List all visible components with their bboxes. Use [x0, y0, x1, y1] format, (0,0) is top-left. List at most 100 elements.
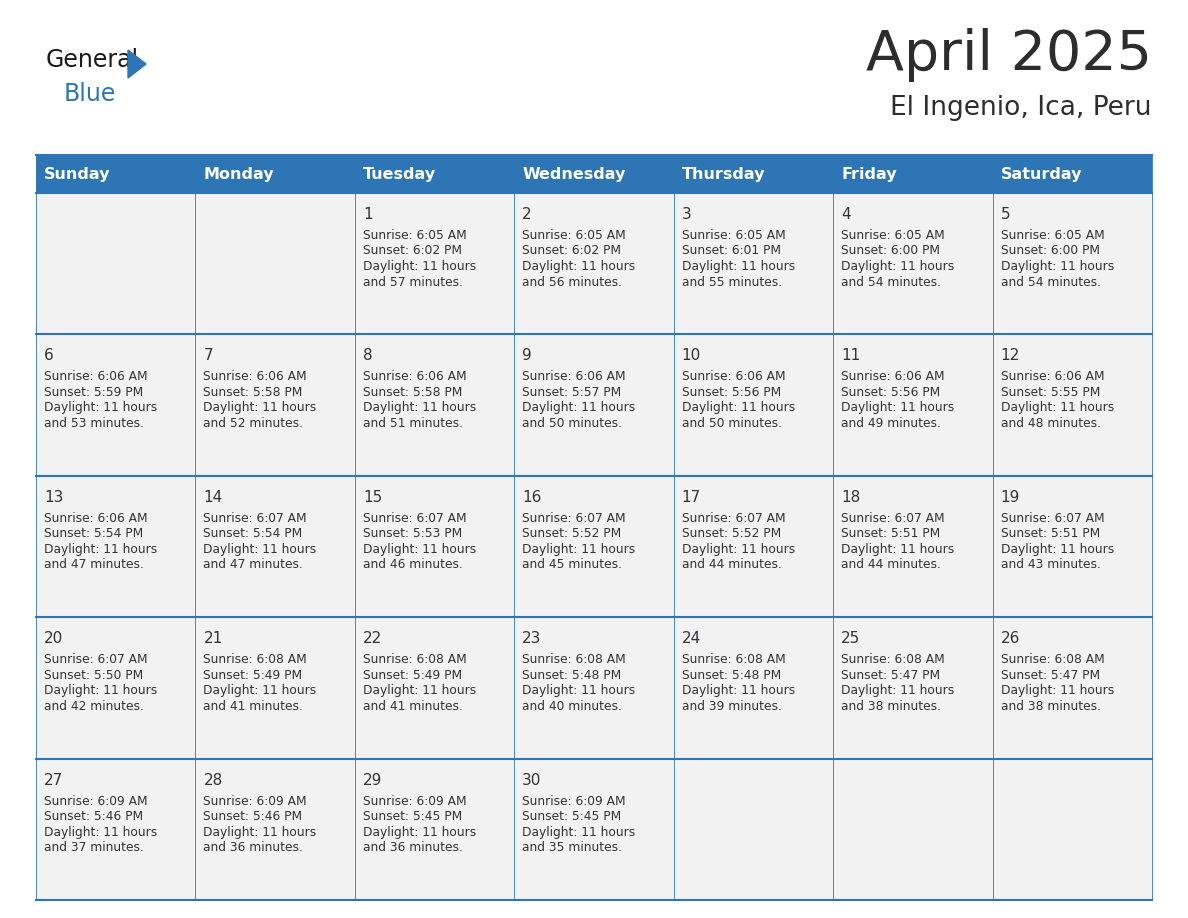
Text: 21: 21	[203, 632, 222, 646]
Text: and 51 minutes.: and 51 minutes.	[362, 417, 463, 430]
Text: Sunset: 5:48 PM: Sunset: 5:48 PM	[523, 668, 621, 682]
Text: 6: 6	[44, 349, 53, 364]
Text: Sunset: 5:53 PM: Sunset: 5:53 PM	[362, 527, 462, 541]
Text: Daylight: 11 hours: Daylight: 11 hours	[682, 684, 795, 697]
Text: and 53 minutes.: and 53 minutes.	[44, 417, 144, 430]
Text: Blue: Blue	[64, 82, 116, 106]
Text: Sunset: 5:58 PM: Sunset: 5:58 PM	[362, 386, 462, 399]
Text: 29: 29	[362, 773, 383, 788]
Text: Daylight: 11 hours: Daylight: 11 hours	[1000, 260, 1114, 273]
Text: Daylight: 11 hours: Daylight: 11 hours	[362, 684, 476, 697]
Text: Sunrise: 6:07 AM: Sunrise: 6:07 AM	[1000, 512, 1104, 525]
Text: and 49 minutes.: and 49 minutes.	[841, 417, 941, 430]
Text: and 44 minutes.: and 44 minutes.	[682, 558, 782, 571]
Text: Sunset: 5:48 PM: Sunset: 5:48 PM	[682, 668, 781, 682]
Text: Daylight: 11 hours: Daylight: 11 hours	[44, 684, 157, 697]
Text: El Ingenio, Ica, Peru: El Ingenio, Ica, Peru	[891, 95, 1152, 121]
Text: Daylight: 11 hours: Daylight: 11 hours	[841, 543, 954, 555]
Text: 28: 28	[203, 773, 222, 788]
Text: Sunday: Sunday	[44, 166, 110, 182]
Text: Sunset: 5:49 PM: Sunset: 5:49 PM	[203, 668, 303, 682]
Text: 4: 4	[841, 207, 851, 222]
Text: and 40 minutes.: and 40 minutes.	[523, 700, 623, 712]
Text: Sunrise: 6:05 AM: Sunrise: 6:05 AM	[682, 229, 785, 242]
Text: Daylight: 11 hours: Daylight: 11 hours	[203, 684, 317, 697]
Text: and 57 minutes.: and 57 minutes.	[362, 275, 463, 288]
Text: 18: 18	[841, 490, 860, 505]
Text: Sunrise: 6:07 AM: Sunrise: 6:07 AM	[203, 512, 307, 525]
Text: and 50 minutes.: and 50 minutes.	[523, 417, 623, 430]
Text: and 54 minutes.: and 54 minutes.	[1000, 275, 1100, 288]
Text: and 43 minutes.: and 43 minutes.	[1000, 558, 1100, 571]
Text: Daylight: 11 hours: Daylight: 11 hours	[682, 401, 795, 414]
Text: Sunset: 5:47 PM: Sunset: 5:47 PM	[1000, 668, 1100, 682]
Text: Sunrise: 6:05 AM: Sunrise: 6:05 AM	[362, 229, 467, 242]
Text: Sunrise: 6:08 AM: Sunrise: 6:08 AM	[1000, 654, 1105, 666]
Text: and 35 minutes.: and 35 minutes.	[523, 841, 623, 854]
Text: Sunrise: 6:06 AM: Sunrise: 6:06 AM	[44, 512, 147, 525]
Text: Sunset: 5:50 PM: Sunset: 5:50 PM	[44, 668, 144, 682]
Text: Sunset: 5:52 PM: Sunset: 5:52 PM	[682, 527, 781, 541]
Text: Sunset: 5:59 PM: Sunset: 5:59 PM	[44, 386, 144, 399]
Text: and 38 minutes.: and 38 minutes.	[841, 700, 941, 712]
Text: and 41 minutes.: and 41 minutes.	[203, 700, 303, 712]
Text: and 36 minutes.: and 36 minutes.	[203, 841, 303, 854]
Text: and 39 minutes.: and 39 minutes.	[682, 700, 782, 712]
Text: Sunset: 5:49 PM: Sunset: 5:49 PM	[362, 668, 462, 682]
Text: 25: 25	[841, 632, 860, 646]
Text: Daylight: 11 hours: Daylight: 11 hours	[362, 401, 476, 414]
Text: 14: 14	[203, 490, 222, 505]
Text: Sunrise: 6:07 AM: Sunrise: 6:07 AM	[44, 654, 147, 666]
Text: Sunrise: 6:06 AM: Sunrise: 6:06 AM	[682, 370, 785, 384]
Text: Sunrise: 6:06 AM: Sunrise: 6:06 AM	[841, 370, 944, 384]
Text: Sunrise: 6:08 AM: Sunrise: 6:08 AM	[841, 654, 944, 666]
Text: and 50 minutes.: and 50 minutes.	[682, 417, 782, 430]
Text: Daylight: 11 hours: Daylight: 11 hours	[362, 260, 476, 273]
Text: Sunset: 5:45 PM: Sunset: 5:45 PM	[523, 810, 621, 823]
Text: General: General	[46, 48, 139, 72]
Text: and 47 minutes.: and 47 minutes.	[44, 558, 144, 571]
Text: Sunset: 5:57 PM: Sunset: 5:57 PM	[523, 386, 621, 399]
Text: Sunrise: 6:05 AM: Sunrise: 6:05 AM	[841, 229, 944, 242]
Text: 23: 23	[523, 632, 542, 646]
Text: and 46 minutes.: and 46 minutes.	[362, 558, 463, 571]
Text: 7: 7	[203, 349, 213, 364]
Text: Daylight: 11 hours: Daylight: 11 hours	[523, 684, 636, 697]
Text: Sunset: 5:55 PM: Sunset: 5:55 PM	[1000, 386, 1100, 399]
Text: Sunrise: 6:07 AM: Sunrise: 6:07 AM	[841, 512, 944, 525]
Text: and 52 minutes.: and 52 minutes.	[203, 417, 303, 430]
Text: 3: 3	[682, 207, 691, 222]
Text: Sunrise: 6:06 AM: Sunrise: 6:06 AM	[44, 370, 147, 384]
Text: 27: 27	[44, 773, 63, 788]
Text: 17: 17	[682, 490, 701, 505]
Text: and 44 minutes.: and 44 minutes.	[841, 558, 941, 571]
Text: Sunset: 5:56 PM: Sunset: 5:56 PM	[682, 386, 781, 399]
Text: and 38 minutes.: and 38 minutes.	[1000, 700, 1100, 712]
Text: Daylight: 11 hours: Daylight: 11 hours	[44, 401, 157, 414]
Text: 15: 15	[362, 490, 383, 505]
Text: Sunset: 5:46 PM: Sunset: 5:46 PM	[203, 810, 303, 823]
Text: Wednesday: Wednesday	[523, 166, 626, 182]
Bar	[36, 758, 1152, 900]
Text: Sunrise: 6:09 AM: Sunrise: 6:09 AM	[362, 795, 467, 808]
Text: 30: 30	[523, 773, 542, 788]
Text: Sunset: 5:51 PM: Sunset: 5:51 PM	[841, 527, 941, 541]
Text: Daylight: 11 hours: Daylight: 11 hours	[523, 825, 636, 839]
Text: Thursday: Thursday	[682, 166, 765, 182]
Text: Daylight: 11 hours: Daylight: 11 hours	[523, 543, 636, 555]
Text: Daylight: 11 hours: Daylight: 11 hours	[362, 543, 476, 555]
Text: Daylight: 11 hours: Daylight: 11 hours	[1000, 401, 1114, 414]
Text: Daylight: 11 hours: Daylight: 11 hours	[362, 825, 476, 839]
Text: Sunset: 5:45 PM: Sunset: 5:45 PM	[362, 810, 462, 823]
Text: Sunset: 6:01 PM: Sunset: 6:01 PM	[682, 244, 781, 258]
Text: 19: 19	[1000, 490, 1020, 505]
Text: 26: 26	[1000, 632, 1020, 646]
Text: Daylight: 11 hours: Daylight: 11 hours	[1000, 684, 1114, 697]
Text: Daylight: 11 hours: Daylight: 11 hours	[203, 825, 317, 839]
Text: Monday: Monday	[203, 166, 274, 182]
Text: Sunrise: 6:08 AM: Sunrise: 6:08 AM	[362, 654, 467, 666]
Text: Sunset: 6:02 PM: Sunset: 6:02 PM	[362, 244, 462, 258]
Text: Sunset: 6:00 PM: Sunset: 6:00 PM	[841, 244, 940, 258]
Text: and 41 minutes.: and 41 minutes.	[362, 700, 463, 712]
Text: 9: 9	[523, 349, 532, 364]
